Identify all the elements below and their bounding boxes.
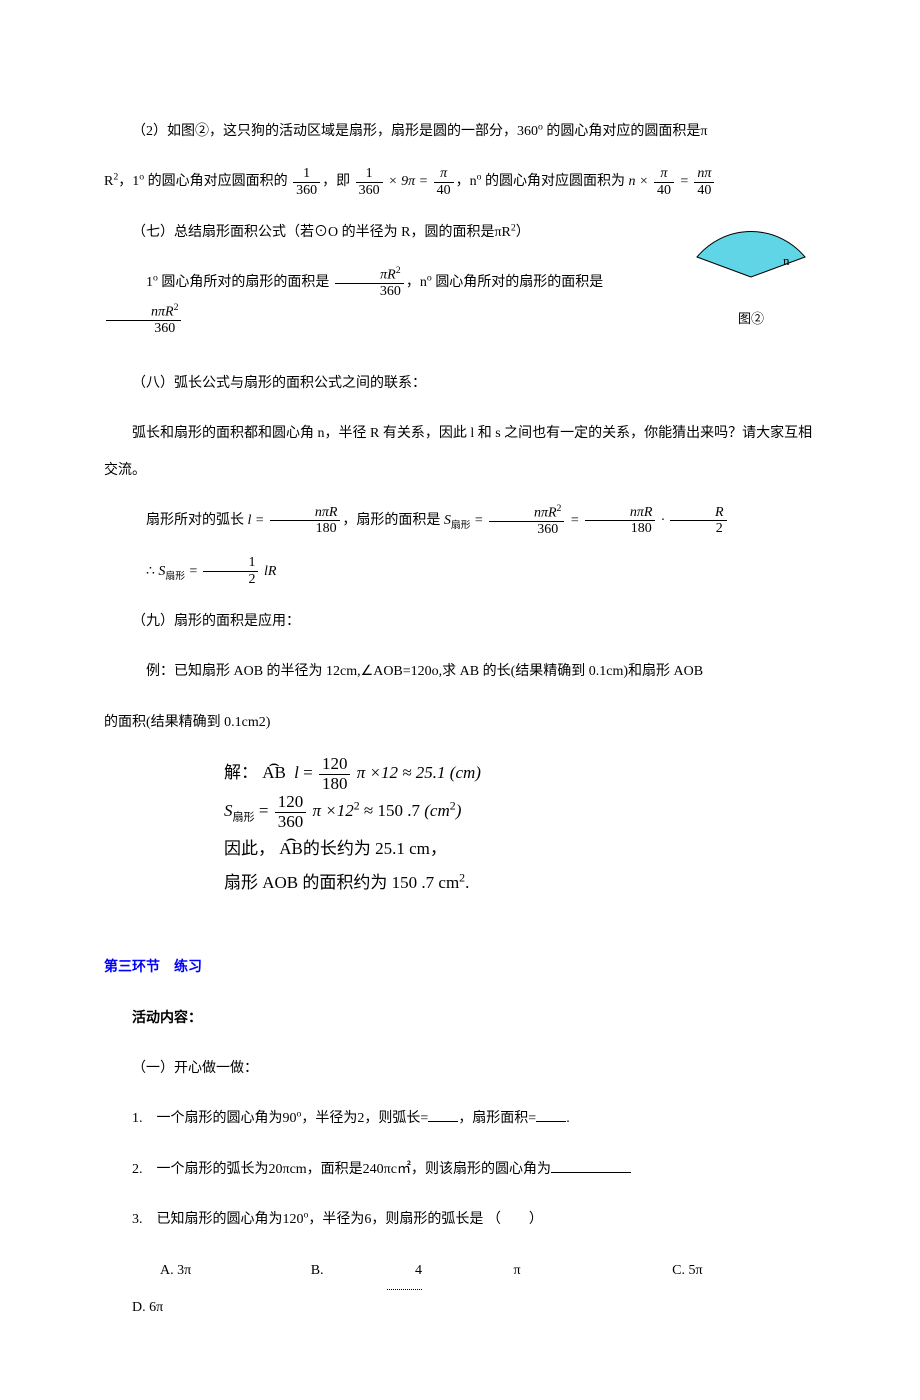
sec8-formula1: 扇形所对的弧长 l = nπR180，扇形的面积是 S扇形 = nπR2360 … <box>104 503 816 539</box>
q2: 2. 一个扇形的弧长为20πcm，面积是240πc㎡，则该扇形的圆心角为 <box>104 1152 816 1188</box>
text: 的圆心角对应的圆面积是π <box>543 124 708 139</box>
choice-B[interactable]: B. 4 π <box>255 1253 581 1290</box>
text: R <box>104 174 113 189</box>
sol-line4: 扇形 AOB 的面积约为 150 .7 cm2. <box>224 866 816 900</box>
text: ，n <box>456 174 477 189</box>
blank[interactable] <box>536 1108 566 1122</box>
sec9-title: （九）扇形的面积是应用： <box>104 604 816 640</box>
fraction: 12 <box>203 555 258 587</box>
blank[interactable] <box>551 1159 631 1173</box>
para-2-line2: R2，1o 的圆心角对应圆面积的 1360，即 1360 × 9π = π40，… <box>104 164 816 200</box>
eq: = <box>679 174 688 189</box>
text: ，即 <box>322 174 350 189</box>
sub1: （一）开心做一做： <box>104 1051 816 1087</box>
sec8-p1: 弧长和扇形的面积都和圆心角 n，半径 R 有关系，因此 l 和 s 之间也有一定… <box>104 416 816 489</box>
solution-block: 解： AB l = 120180 π ×12 ≈ 25.1 (cm) S扇形 =… <box>224 755 816 900</box>
fraction: nπR2360 <box>106 303 181 336</box>
fraction: nπR180 <box>270 505 341 537</box>
choice-D[interactable]: D. 6π <box>104 1290 163 1326</box>
fan-icon: n <box>691 205 811 283</box>
fan-figure: n 图② <box>686 205 816 336</box>
fraction: 120180 <box>319 755 351 793</box>
sol-line1: 解： AB l = 120180 π ×12 ≈ 25.1 (cm) <box>224 755 816 793</box>
math: × 9π = <box>388 174 428 189</box>
q1: 1. 一个扇形的圆心角为90o，半径为2，则弧长=，扇形面积=. <box>104 1101 816 1137</box>
fraction: π40 <box>434 166 454 198</box>
sol-line3: 因此， AB的长约为 25.1 cm， <box>224 832 816 866</box>
fan-n-label: n <box>783 253 790 268</box>
choice-A[interactable]: A. 3π <box>132 1253 191 1289</box>
fraction: R2 <box>670 505 727 537</box>
sol-line2: S扇形 = 120360 π ×122 ≈ 150 .7 (cm2) <box>224 793 816 831</box>
fraction: πR2360 <box>335 266 404 299</box>
math: n × <box>628 174 648 189</box>
fraction: nπR180 <box>585 505 656 537</box>
arc-AB: AB <box>262 756 286 790</box>
arc-AB: AB <box>279 832 303 866</box>
sec9-example2: 的面积(结果精确到 0.1cm2) <box>104 705 816 741</box>
blank[interactable] <box>428 1108 458 1122</box>
text: ，1 <box>118 174 139 189</box>
text: （2）如图②，这只狗的活动区域是扇形，扇形是圆的一部分，360 <box>132 124 538 139</box>
fraction: nπR2360 <box>489 504 564 537</box>
fraction: nπ40 <box>694 166 714 198</box>
activity-label: 活动内容： <box>104 1001 816 1037</box>
sec9-example: 例：已知扇形 AOB 的半径为 12cm,∠AOB=120o,求 AB 的长(结… <box>104 654 816 690</box>
text: 的圆心角对应圆面积的 <box>144 174 288 189</box>
q3-choices: A. 3π B. 4 π C. 5π D. 6π <box>104 1253 816 1327</box>
text: 的圆心角对应圆面积为 <box>481 174 628 189</box>
stage3-heading: 第三环节 练习 <box>104 950 816 986</box>
para-2: （2）如图②，这只狗的活动区域是扇形，扇形是圆的一部分，360o 的圆心角对应的… <box>104 114 816 150</box>
fan-caption: 图② <box>686 302 816 336</box>
choice-C[interactable]: C. 5π <box>644 1253 702 1289</box>
sec8-therefore: ∴ S扇形 = 12 lR <box>104 554 816 590</box>
fraction: 1360 <box>356 166 383 198</box>
q3: 3. 已知扇形的圆心角为120o，半径为6，则扇形的弧长是 （ ） <box>104 1202 816 1238</box>
fraction: 1360 <box>293 166 320 198</box>
sec8-title: （八）弧长公式与扇形的面积公式之间的联系： <box>104 366 816 402</box>
fraction: π40 <box>654 166 674 198</box>
